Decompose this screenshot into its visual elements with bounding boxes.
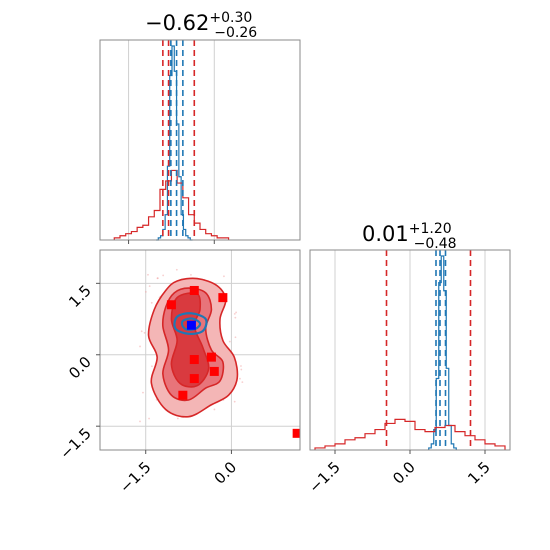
red-marker [218,293,228,303]
sample-dot [176,417,179,420]
sample-dot [223,275,225,278]
sample-dot [144,290,147,293]
sample-dot [148,285,151,288]
x-tick-label: 0.0 [211,458,241,488]
sample-dot [150,301,153,304]
red-marker [189,374,199,384]
red-marker [189,355,199,365]
red-marker [206,352,216,362]
sample-dot [156,277,159,280]
y-tick-label: 0.0 [65,353,95,383]
sample-dot [143,331,146,334]
red-marker [178,390,188,400]
axes-frame [99,249,301,451]
red-marker [292,428,300,438]
x-tick-label: 0.0 [389,458,419,488]
red-marker [189,285,199,295]
sample-dot [139,345,141,348]
marginal-y-panel [309,249,511,451]
joint-panel [99,249,301,451]
sample-dot [147,273,149,276]
blue-contour-outer [173,312,208,336]
axes-frame [99,39,301,241]
sample-dot [234,336,237,339]
title-marginal-y: 0.01+1.20 −0.48 [362,221,457,252]
joint-plot-area [100,250,300,450]
sample-dot [213,408,216,411]
histogram-blue [156,45,193,241]
sample-dot [162,274,165,277]
y-tick-label: −1.5 [56,424,94,462]
tick-layer: −1.5 0.0 −1.5 0.0 1.5 −1.5 0.0 1.5 [56,281,493,496]
sample-dot [240,365,242,367]
sample-dot [234,316,237,319]
red-contour-inner [170,292,210,388]
sample-dot [142,391,144,394]
histogram-red [314,418,506,450]
sample-dot [139,420,141,423]
y-tick-label: 1.5 [65,281,95,311]
x-tick-label: −1.5 [116,458,154,496]
sample-dot [241,381,244,384]
sample-dot [233,400,236,403]
red-marker [166,300,176,310]
sample-dot [240,368,243,371]
sample-dot [228,340,231,343]
histogram-blue [428,255,457,450]
sample-dot [140,330,143,333]
sample-dot [233,312,236,315]
blue-marker [186,320,196,330]
title-marginal-x: −0.62+0.30 −0.26 [145,10,257,41]
blue-contour-inner [180,317,202,331]
sample-dot [239,377,241,380]
sample-dot [151,365,153,368]
x-tick-label: −1.5 [305,458,343,496]
sample-dot [148,417,150,420]
sample-dot [190,273,192,276]
marginal-x-panel [99,39,301,244]
x-tick-label: 1.5 [464,458,494,488]
sample-dot [175,268,178,271]
red-marker [209,366,219,376]
sample-dot [235,311,237,314]
